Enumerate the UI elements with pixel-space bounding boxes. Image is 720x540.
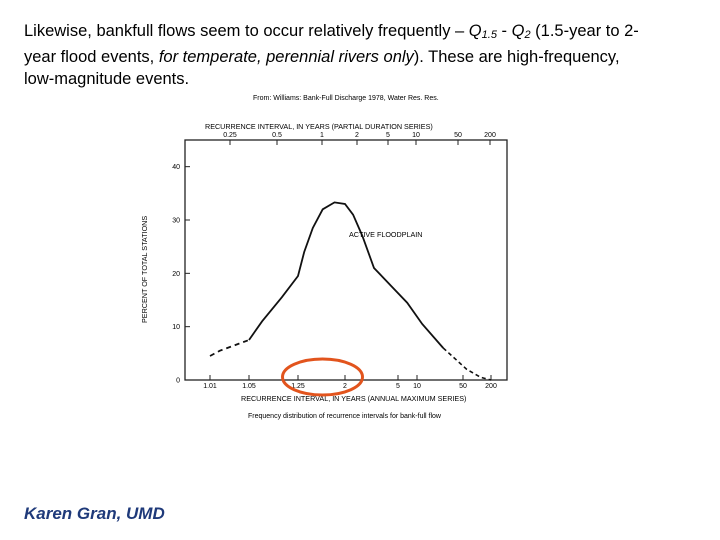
curve-layer xyxy=(209,201,492,381)
x-tick-label-bottom: 10 xyxy=(413,383,421,390)
x-tick-label-bottom: 5 xyxy=(396,383,400,390)
text-line-1: Likewise, bankfull flows seem to occur r… xyxy=(24,20,704,46)
x-tick-label-top: 2 xyxy=(355,132,359,139)
text-line-2: year flood events, for temperate, perenn… xyxy=(24,46,704,68)
x-tick-label-bottom: 1.05 xyxy=(242,383,256,390)
q-subscript: 2 xyxy=(524,29,531,41)
text-segment: (1.5-year to 2- xyxy=(530,22,639,40)
x-tick-label-bottom: 50 xyxy=(459,383,467,390)
chart-svg: From: Williams: Bank-Full Discharge 1978… xyxy=(140,95,508,420)
highlight-ellipse xyxy=(281,357,364,397)
x-tick-label-bottom: 1.01 xyxy=(203,383,217,390)
x-tick-label-top: 200 xyxy=(484,132,496,139)
y-axis-title: PERCENT OF TOTAL STATIONS xyxy=(140,216,149,323)
top-axis-title: RECURRENCE INTERVAL, IN YEARS (PARTIAL D… xyxy=(205,122,433,131)
slide-body-text: Likewise, bankfull flows seem to occur r… xyxy=(24,20,704,90)
axes-layer xyxy=(184,139,508,381)
q-symbol: Q xyxy=(511,22,525,40)
q-subscript: 1.5 xyxy=(481,29,497,41)
y-tick-label: 40 xyxy=(172,164,180,171)
x-tick-label-top: 0.25 xyxy=(223,132,237,139)
italic-text: for temperate, perennial rivers only xyxy=(158,48,414,66)
x-tick-label-bottom: 1.25 xyxy=(291,383,305,390)
x-tick-label-top: 50 xyxy=(454,132,462,139)
y-tick-label: 10 xyxy=(172,324,180,331)
text-segment: Likewise, bankfull flows seem to occur r… xyxy=(24,22,469,40)
ticks-layer: 0 10 20 30 40 1.01 1.05 1.25 2 5 10 50 200 0.25 0.5 1 2 5… xyxy=(172,132,497,390)
x-tick-label-top: 5 xyxy=(386,132,390,139)
plot-frame xyxy=(184,139,508,381)
x-tick-label-top: 1 xyxy=(320,132,324,139)
author-footer: Karen Gran, UMD xyxy=(24,504,165,523)
x-tick-label-top: 0.5 xyxy=(272,132,282,139)
curve-solid xyxy=(248,201,444,349)
figure-caption: Frequency distribution of recurrence int… xyxy=(248,413,442,420)
x-tick-label-bottom: 2 xyxy=(343,383,347,390)
curve-label: ACTIVE FLOODPLAIN xyxy=(349,230,423,239)
curve-dashed-right xyxy=(442,347,492,381)
y-tick-label: 20 xyxy=(172,271,180,278)
y-tick-label: 30 xyxy=(172,218,180,225)
q-symbol: Q xyxy=(468,22,482,40)
x-tick-label-bottom: 200 xyxy=(485,383,497,390)
source-note: From: Williams: Bank-Full Discharge 1978… xyxy=(253,95,439,102)
text-line-3: low-magnitude events. xyxy=(24,70,190,88)
y-tick-label: 0 xyxy=(176,378,180,385)
x-tick-label-top: 10 xyxy=(412,132,420,139)
curve-dashed-left xyxy=(209,339,250,357)
text-segment: - xyxy=(496,22,512,40)
frequency-distribution-figure: From: Williams: Bank-Full Discharge 1978… xyxy=(135,90,515,425)
text-segment: ). These are high-frequency, xyxy=(413,48,620,66)
text-segment: year flood events, xyxy=(24,48,159,66)
bottom-axis-title: RECURRENCE INTERVAL, IN YEARS (ANNUAL MA… xyxy=(241,394,466,403)
